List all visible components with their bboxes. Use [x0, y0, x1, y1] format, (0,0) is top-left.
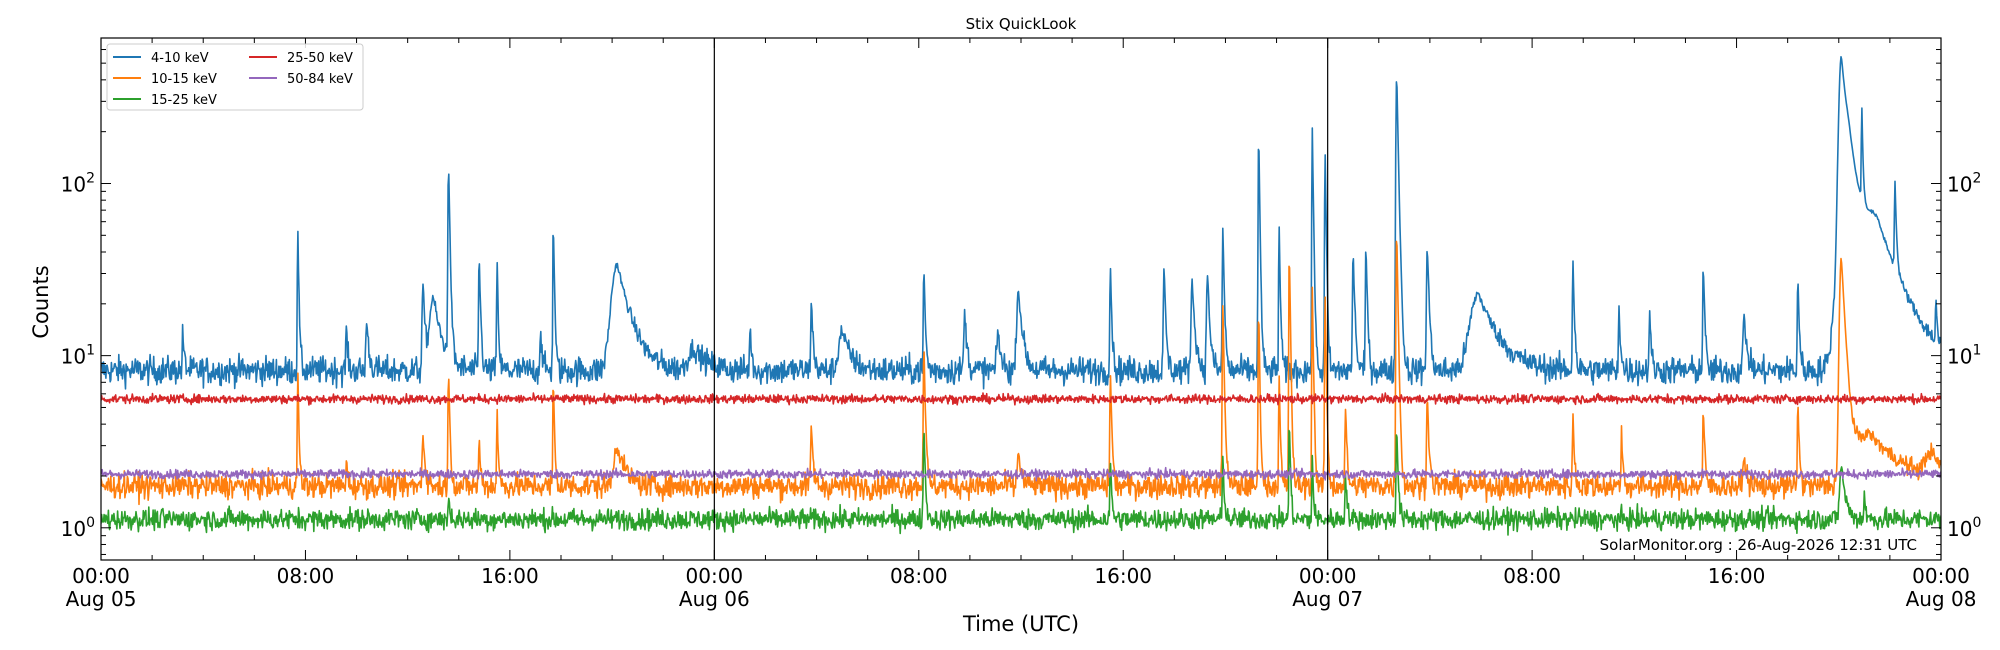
footer-credit: SolarMonitor.org : 26-Aug-2026 12:31 UTC: [1600, 536, 1917, 554]
legend-label: 25-50 keV: [287, 51, 353, 66]
x-tick-time-label: 00:00: [1912, 564, 1970, 588]
x-tick-time-label: 00:00: [72, 564, 130, 588]
legend-box: [106, 43, 364, 111]
y-tick-label-right: 102: [1947, 170, 1981, 196]
series-line-4-10-kev: [101, 56, 1941, 390]
x-tick-time-label: 16:00: [1708, 564, 1766, 588]
series-line-25-50-kev: [101, 392, 1941, 406]
x-tick-time-label: 08:00: [277, 564, 335, 588]
x-tick-date-label: Aug 07: [1292, 587, 1363, 611]
legend-label: 50-84 keV: [287, 72, 353, 87]
chart-title: Stix QuickLook: [966, 15, 1077, 33]
series-line-50-84-kev: [101, 466, 1941, 482]
legend: 4-10 keV 10-15 keV 15-25 keV 25-50 keV 50-84…: [106, 43, 364, 111]
legend-label: 10-15 keV: [151, 72, 217, 87]
y-tick-label-left: 101: [61, 343, 95, 369]
series-line-15-25-kev: [101, 429, 1941, 536]
x-tick-time-label: 16:00: [481, 564, 539, 588]
legend-label: 4-10 keV: [151, 51, 209, 66]
legend-items: 4-10 keV 10-15 keV 15-25 keV 25-50 keV 50-84…: [113, 51, 353, 108]
x-tick-date-label: Aug 06: [679, 587, 750, 611]
x-tick-time-label: 16:00: [1094, 564, 1152, 588]
x-tick-time-label: 00:00: [1299, 564, 1357, 588]
x-axis-title: Time (UTC): [962, 612, 1079, 636]
plot-frame: [100, 37, 1942, 561]
y-tick-label-right: 100: [1947, 515, 1981, 541]
x-tick-time-label: 00:00: [686, 564, 744, 588]
x-tick-time-label: 08:00: [890, 564, 948, 588]
y-tick-label-left: 100: [61, 515, 95, 541]
y-tick-label-left: 102: [61, 170, 95, 196]
y-tick-label-right: 101: [1947, 343, 1981, 369]
series-layer: [101, 56, 1941, 536]
legend-label: 15-25 keV: [151, 93, 217, 108]
x-tick-date-label: Aug 05: [66, 587, 137, 611]
day-boundary-lines: [713, 38, 1329, 560]
x-tick-time-label: 08:00: [1503, 564, 1561, 588]
y-axis-title: Counts: [29, 265, 53, 338]
x-tick-date-label: Aug 08: [1906, 587, 1977, 611]
